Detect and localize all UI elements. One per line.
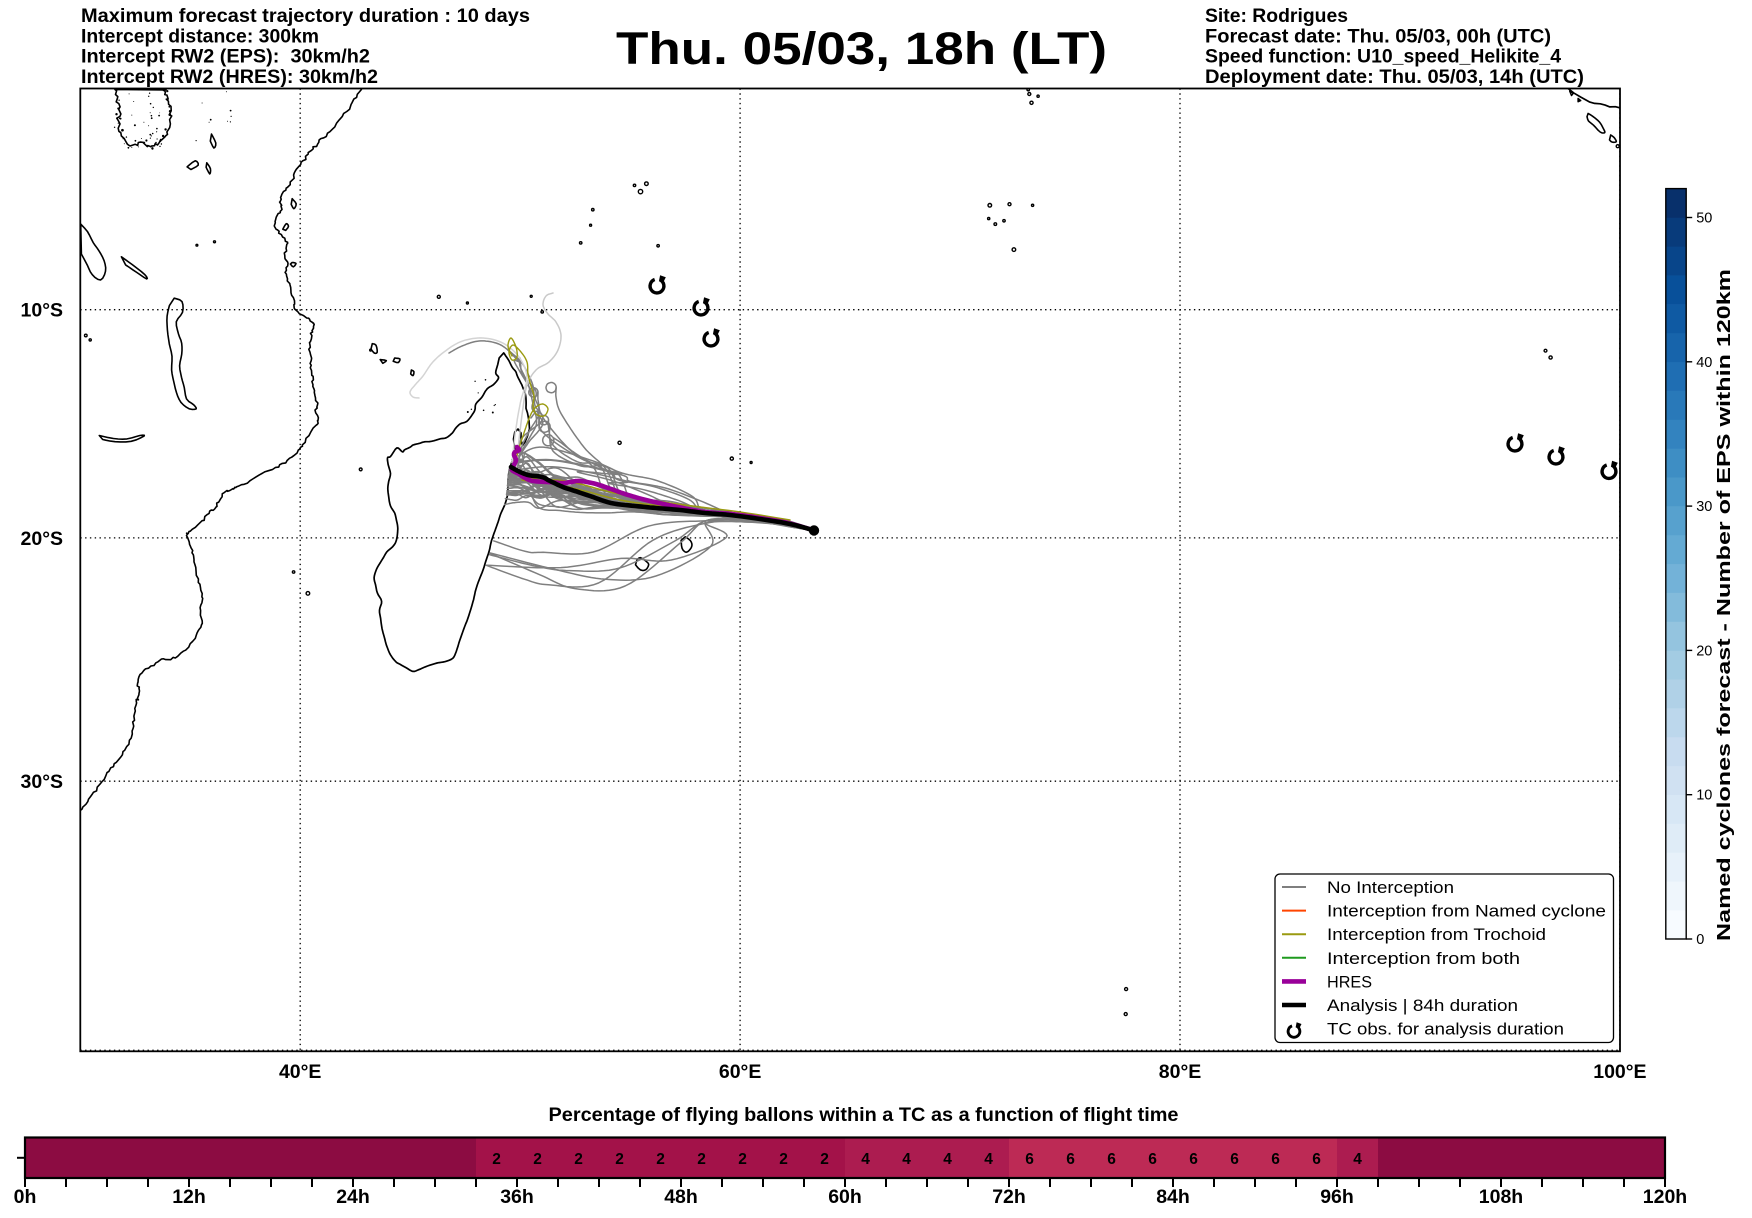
svg-text:4: 4 bbox=[1353, 1151, 1362, 1168]
svg-text:20°S: 20°S bbox=[21, 528, 64, 550]
svg-text:2: 2 bbox=[533, 1151, 542, 1168]
svg-text:2: 2 bbox=[492, 1151, 501, 1168]
svg-text:108h: 108h bbox=[1479, 1186, 1523, 1208]
svg-text:30°S: 30°S bbox=[21, 771, 64, 793]
svg-text:2: 2 bbox=[738, 1151, 747, 1168]
svg-text:Named cyclones forecast - Numb: Named cyclones forecast - Number of EPS … bbox=[1714, 269, 1734, 941]
svg-text:2: 2 bbox=[574, 1151, 583, 1168]
svg-text:84h: 84h bbox=[1156, 1186, 1190, 1208]
svg-text:20: 20 bbox=[1696, 643, 1712, 659]
svg-text:72h: 72h bbox=[992, 1186, 1026, 1208]
svg-text:4: 4 bbox=[902, 1151, 911, 1168]
svg-text:Intercept distance: 300km: Intercept distance: 300km bbox=[81, 25, 319, 47]
svg-text:40°E: 40°E bbox=[279, 1061, 322, 1083]
svg-text:HRES: HRES bbox=[1327, 973, 1372, 991]
svg-text:6: 6 bbox=[1312, 1151, 1321, 1168]
svg-text:2: 2 bbox=[615, 1151, 624, 1168]
svg-text:Interception from Named cyclon: Interception from Named cyclone bbox=[1327, 903, 1606, 921]
svg-text:4: 4 bbox=[984, 1151, 993, 1168]
svg-text:6: 6 bbox=[1025, 1151, 1034, 1168]
svg-text:6: 6 bbox=[1271, 1151, 1280, 1168]
svg-text:6: 6 bbox=[1148, 1151, 1157, 1168]
svg-text:6: 6 bbox=[1107, 1151, 1116, 1168]
svg-text:Deployment date: Thu. 05/03, 1: Deployment date: Thu. 05/03, 14h (UTC) bbox=[1205, 66, 1584, 88]
svg-text:Percentage of flying ballons w: Percentage of flying ballons within a TC… bbox=[549, 1104, 1179, 1126]
svg-text:No Interception: No Interception bbox=[1327, 879, 1454, 897]
svg-text:4: 4 bbox=[943, 1151, 952, 1168]
svg-text:24h: 24h bbox=[336, 1186, 370, 1208]
svg-text:2: 2 bbox=[656, 1151, 665, 1168]
svg-text:TC obs. for analysis duration: TC obs. for analysis duration bbox=[1327, 1021, 1564, 1039]
svg-text:30: 30 bbox=[1696, 499, 1712, 515]
svg-text:10: 10 bbox=[1696, 788, 1712, 804]
svg-text:12h: 12h bbox=[172, 1186, 206, 1208]
svg-text:36h: 36h bbox=[500, 1186, 534, 1208]
svg-text:40: 40 bbox=[1696, 355, 1712, 371]
svg-text:2: 2 bbox=[820, 1151, 829, 1168]
svg-text:Site: Rodrigues: Site: Rodrigues bbox=[1205, 5, 1348, 27]
svg-text:Intercept RW2 (EPS): 30km/h2: Intercept RW2 (EPS): 30km/h2 bbox=[81, 46, 370, 68]
svg-text:Interception from Trochoid: Interception from Trochoid bbox=[1327, 926, 1546, 944]
svg-text:Speed function: U10_speed_Heli: Speed function: U10_speed_Helikite_4 bbox=[1205, 46, 1561, 68]
svg-text:Forecast date: Thu. 05/03, 00h: Forecast date: Thu. 05/03, 00h (UTC) bbox=[1205, 25, 1551, 47]
svg-text:Analysis | 84h duration: Analysis | 84h duration bbox=[1327, 997, 1518, 1015]
svg-text:Maximum forecast trajectory du: Maximum forecast trajectory duration : 1… bbox=[81, 5, 530, 27]
svg-text:120h: 120h bbox=[1643, 1186, 1687, 1208]
svg-text:6: 6 bbox=[1230, 1151, 1239, 1168]
svg-text:60°E: 60°E bbox=[719, 1061, 762, 1083]
svg-text:Interception from both: Interception from both bbox=[1327, 950, 1520, 968]
svg-text:2: 2 bbox=[779, 1151, 788, 1168]
svg-text:10°S: 10°S bbox=[21, 300, 64, 322]
svg-text:96h: 96h bbox=[1320, 1186, 1354, 1208]
svg-text:2: 2 bbox=[697, 1151, 706, 1168]
svg-text:6: 6 bbox=[1066, 1151, 1075, 1168]
svg-text:80°E: 80°E bbox=[1159, 1061, 1202, 1083]
svg-text:Thu. 05/03, 18h (LT): Thu. 05/03, 18h (LT) bbox=[616, 23, 1107, 74]
svg-text:Intercept RW2 (HRES): 30km/h2: Intercept RW2 (HRES): 30km/h2 bbox=[81, 66, 378, 88]
svg-text:48h: 48h bbox=[664, 1186, 698, 1208]
svg-text:0h: 0h bbox=[14, 1186, 37, 1208]
svg-text:60h: 60h bbox=[828, 1186, 862, 1208]
svg-text:100°E: 100°E bbox=[1593, 1061, 1646, 1083]
svg-text:0: 0 bbox=[1696, 932, 1704, 948]
svg-text:4: 4 bbox=[861, 1151, 870, 1168]
svg-text:50: 50 bbox=[1696, 211, 1712, 227]
svg-text:6: 6 bbox=[1189, 1151, 1198, 1168]
